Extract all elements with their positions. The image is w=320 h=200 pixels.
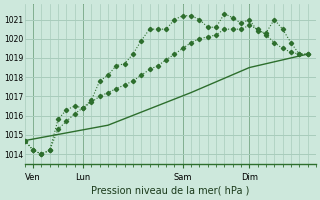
X-axis label: Pression niveau de la mer( hPa ): Pression niveau de la mer( hPa ) <box>91 186 250 196</box>
